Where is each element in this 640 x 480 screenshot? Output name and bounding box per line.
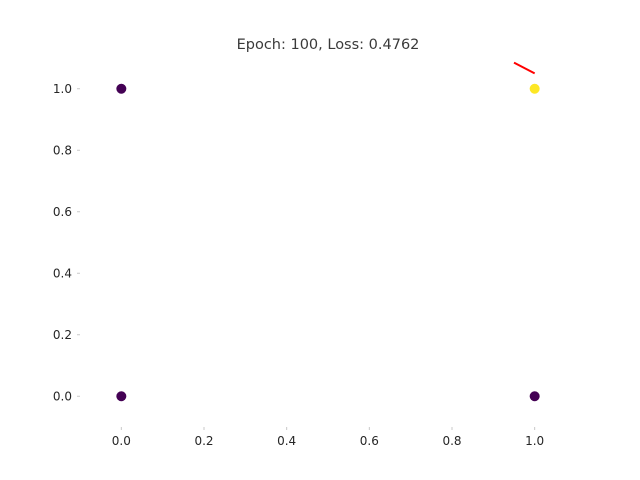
x-axis: 0.0 0.2 0.4 0.6 0.8 1.0 [112,427,544,448]
data-point [116,391,127,402]
x-tick-label: 0.2 [194,434,213,448]
decision-boundary-layer [513,61,536,75]
y-tick-label: 0.4 [53,266,72,280]
x-tick-label: 0.8 [442,434,461,448]
y-tick-label: 0.0 [53,389,72,403]
data-point [529,391,540,402]
y-tick-label: 1.0 [53,82,72,96]
y-tick-label: 0.6 [53,205,72,219]
x-tick-label: 1.0 [525,434,544,448]
x-tick-label: 0.4 [277,434,296,448]
data-point [529,83,540,94]
y-tick-label: 0.2 [53,328,72,342]
y-axis: 0.0 0.2 0.4 0.6 0.8 1.0 [53,82,80,403]
data-point [116,83,127,94]
x-tick-label: 0.6 [360,434,379,448]
chart-title: Epoch: 100, Loss: 0.4762 [237,37,420,53]
x-tick-label: 0.0 [112,434,131,448]
y-tick-label: 0.8 [53,143,72,157]
decision-boundary-line [513,61,536,75]
data-points-layer [116,83,540,402]
